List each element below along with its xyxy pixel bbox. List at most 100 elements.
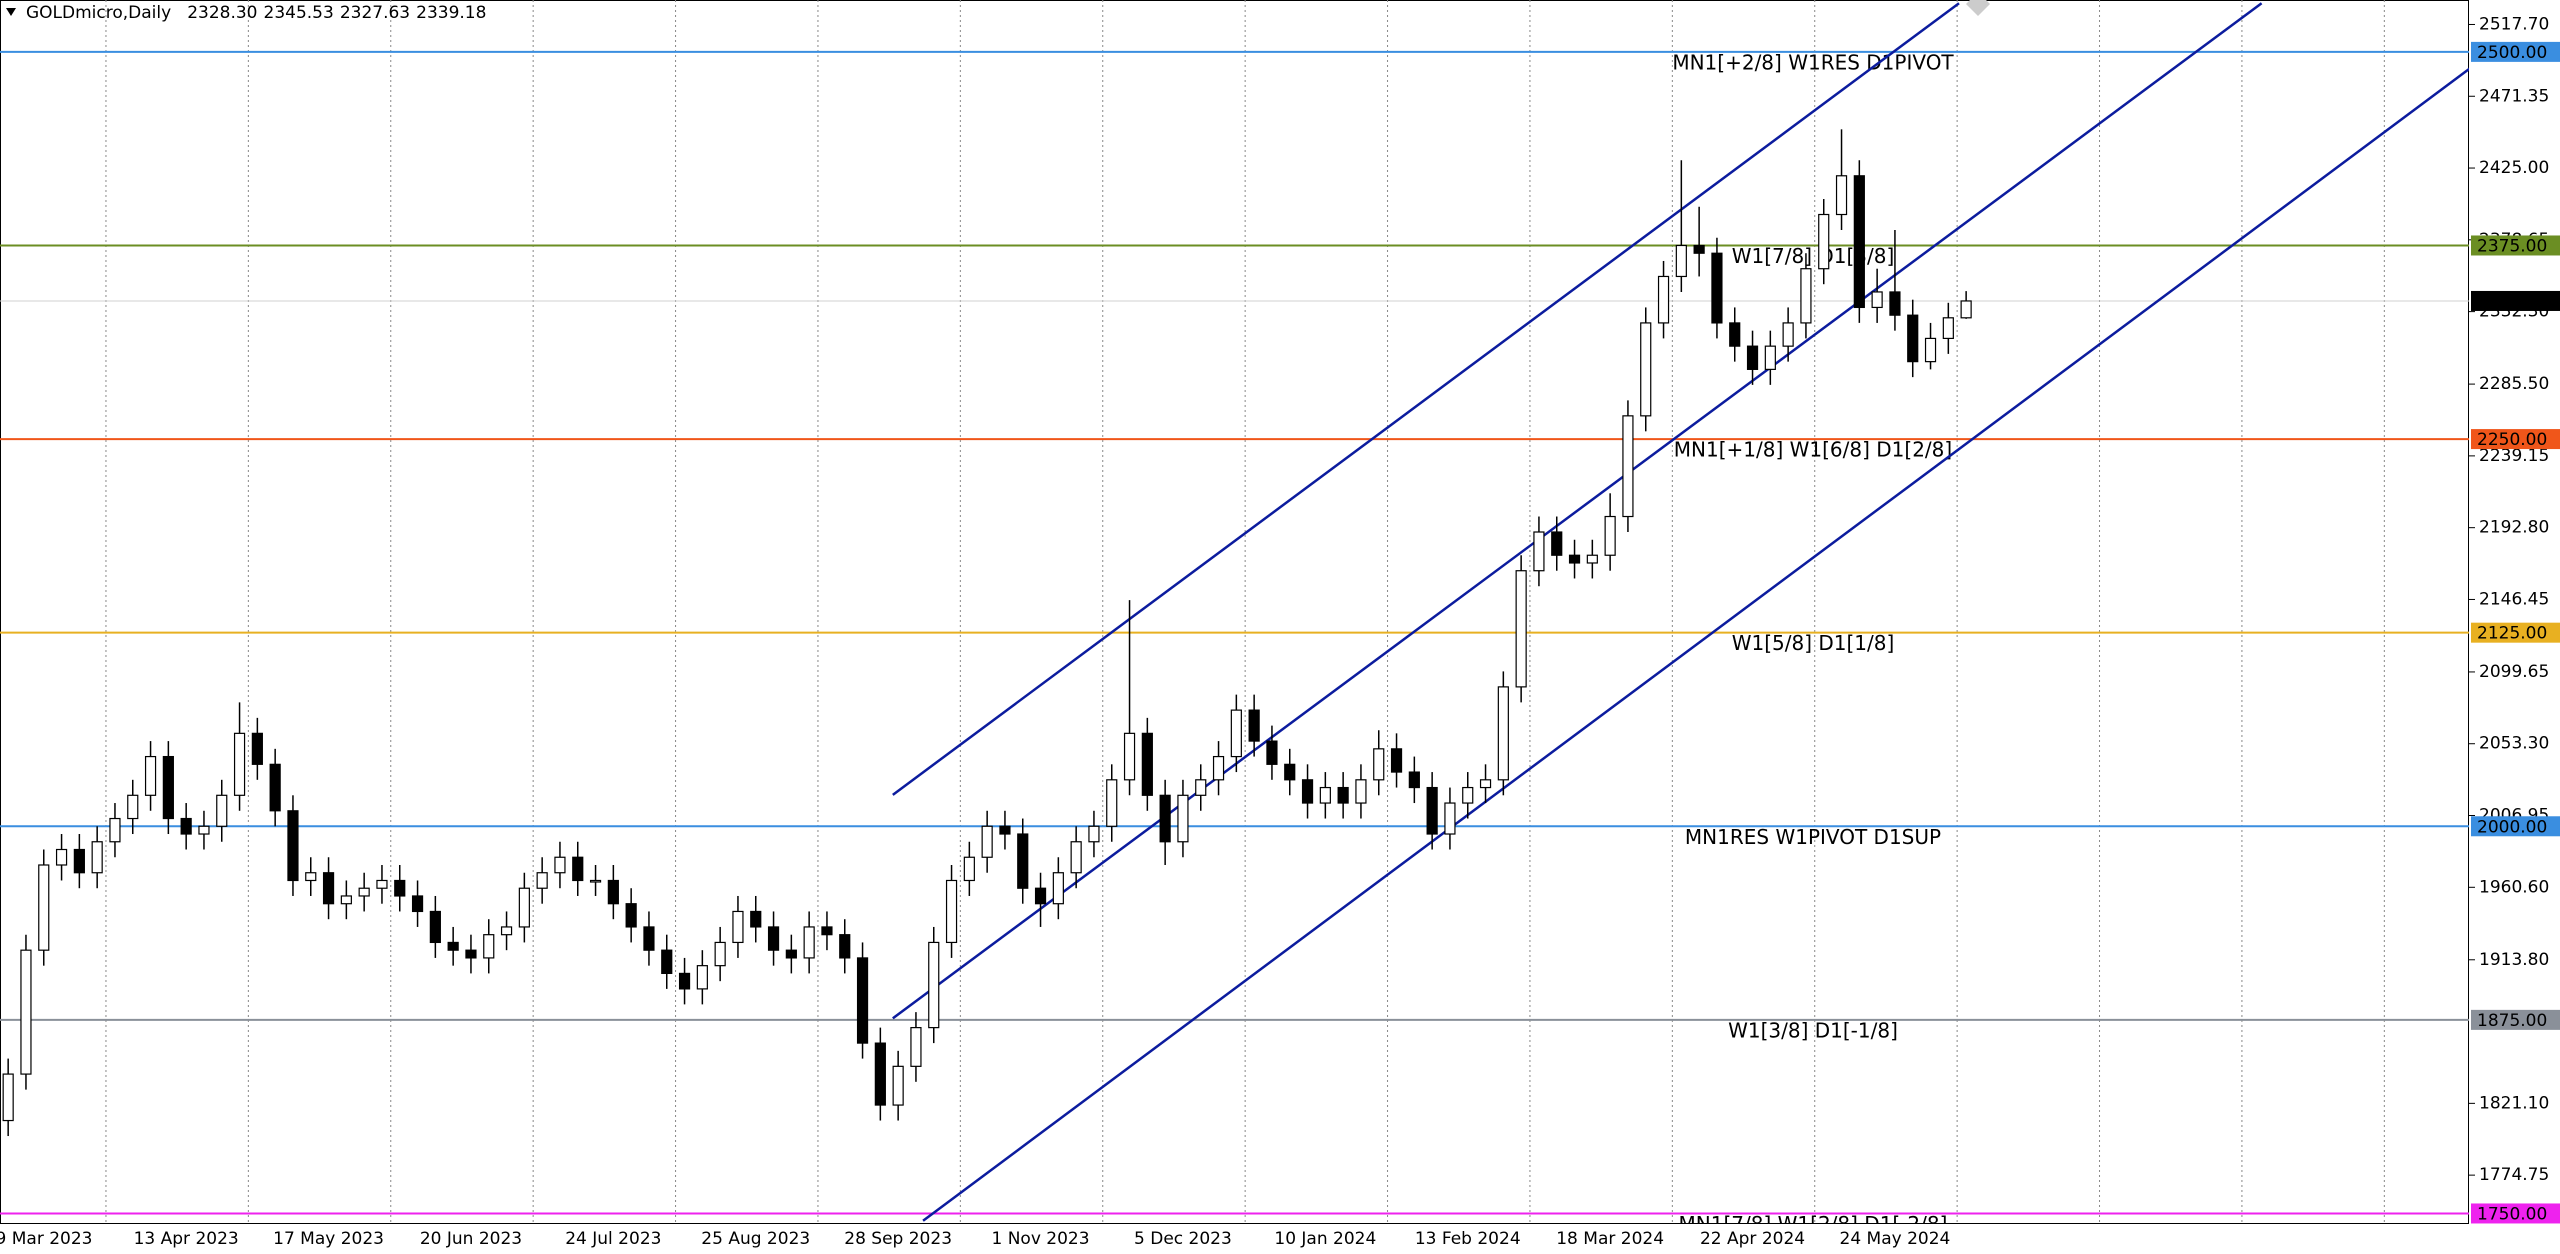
- candle-body: [1853, 175, 1865, 309]
- channel-line: [922, 67, 2469, 1222]
- candle-body: [465, 949, 477, 959]
- candle-body: [1533, 531, 1545, 572]
- candle-body: [1586, 554, 1598, 564]
- chart-title: GOLDmicro,Daily: [26, 3, 171, 23]
- candle-body: [1551, 531, 1563, 556]
- candle-body: [536, 872, 548, 889]
- level-tag: [2471, 622, 2560, 643]
- candle-body: [625, 903, 637, 928]
- candle-body: [981, 825, 993, 858]
- candle-body: [732, 910, 744, 944]
- candle-body: [358, 887, 370, 897]
- candle-body: [856, 957, 869, 1044]
- candle-body: [91, 841, 103, 874]
- candle-body: [785, 949, 797, 959]
- scroll-marker: [1966, 0, 1990, 16]
- x-tick-label: 13 Apr 2023: [134, 1229, 239, 1249]
- header-value: 2327.63: [340, 3, 410, 23]
- candle-body: [1604, 515, 1616, 556]
- candle-body: [554, 856, 566, 874]
- candle-body: [73, 848, 85, 874]
- level-text: MN1RES W1PIVOT D1SUP: [1685, 825, 1941, 849]
- candle-body: [1266, 740, 1278, 765]
- candle-body: [963, 856, 975, 882]
- candle-body: [1052, 872, 1064, 905]
- level-tag: [2471, 235, 2560, 256]
- y-tick-label: 2146.45: [2479, 589, 2549, 609]
- y-tick-label: 2099.65: [2479, 662, 2549, 682]
- candle-body: [1070, 841, 1082, 874]
- header-marker: [6, 8, 16, 16]
- level-tag-label: 2250.00: [2477, 430, 2547, 450]
- candle-body: [55, 848, 68, 866]
- level-text: MN1[+2/8] W1RES D1PIVOT: [1672, 50, 1954, 74]
- candle-body: [1373, 748, 1385, 781]
- candle-body: [696, 965, 708, 990]
- candle-body: [305, 872, 317, 882]
- candle-body: [2, 1073, 14, 1122]
- candle-body: [892, 1065, 904, 1106]
- level-text: MN1[7/8] W1[2/8] D1[-2/8]: [1679, 1212, 1948, 1236]
- candle-body: [1924, 337, 1937, 363]
- plot-frame: [0, 0, 2469, 1224]
- candle-body: [162, 755, 174, 820]
- candle-body: [1301, 779, 1314, 804]
- x-tick-label: 13 Feb 2024: [1415, 1229, 1521, 1249]
- level-tag-label: 1875.00: [2477, 1011, 2547, 1031]
- y-tick-label: 2053.30: [2479, 734, 2549, 754]
- candle-body: [803, 926, 815, 959]
- x-tick-label: 20 Jun 2023: [420, 1229, 522, 1249]
- level-tag: [2471, 429, 2560, 450]
- candle-body: [945, 879, 958, 944]
- y-tick-label: 1774.75: [2479, 1165, 2549, 1185]
- candle-body: [127, 794, 139, 820]
- x-tick-label: 24 May 2024: [1840, 1229, 1951, 1249]
- candle-body: [714, 941, 726, 967]
- candle-body: [1746, 345, 1759, 370]
- candle-body: [1017, 833, 1029, 889]
- candle-body: [1159, 794, 1171, 843]
- candle-body: [1390, 748, 1403, 773]
- candle-body: [144, 755, 157, 796]
- candle-body: [874, 1042, 886, 1106]
- candle-body: [198, 825, 210, 835]
- candle-body: [287, 810, 299, 882]
- candle-body: [1640, 322, 1652, 417]
- candle-body: [1782, 322, 1794, 347]
- candle-body: [447, 941, 459, 951]
- x-tick-label: 5 Dec 2023: [1134, 1229, 1232, 1249]
- candle-body: [661, 949, 673, 975]
- candle-body: [750, 910, 762, 928]
- candle-body: [1497, 686, 1509, 781]
- candle-body: [109, 817, 121, 843]
- x-tick-label: 28 Sep 2023: [844, 1229, 952, 1249]
- y-tick-label: 2285.50: [2479, 374, 2549, 394]
- candle-body: [233, 732, 246, 796]
- candle-body: [767, 926, 780, 951]
- candle-body: [1034, 887, 1047, 905]
- x-tick-label: 17 May 2023: [273, 1229, 384, 1249]
- y-tick-label: 2517.70: [2479, 14, 2549, 34]
- x-tick-label: 25 Aug 2023: [701, 1229, 810, 1249]
- candle-body: [1515, 570, 1527, 688]
- candle-body: [821, 926, 833, 936]
- candle-body: [429, 910, 441, 944]
- y-tick-label: 1913.80: [2479, 950, 2549, 970]
- x-tick-label: 24 Jul 2023: [565, 1229, 661, 1249]
- candle-body: [1248, 709, 1260, 742]
- y-tick-label: 1821.10: [2479, 1093, 2549, 1113]
- candle-body: [1230, 709, 1242, 758]
- level-tag-label: 2500.00: [2477, 43, 2547, 63]
- candle-body: [1675, 244, 1687, 278]
- candle-body: [376, 879, 388, 889]
- channel-line: [892, 2, 2263, 1020]
- candle-body: [1426, 786, 1438, 835]
- level-tag-label: 1750.00: [2477, 1204, 2547, 1224]
- header-value: 2339.18: [416, 3, 486, 23]
- level-tag-label: 2125.00: [2477, 624, 2547, 644]
- candle-body: [1889, 291, 1901, 316]
- price-tag-label: 2339.18: [2477, 292, 2547, 312]
- candle-body: [322, 872, 335, 905]
